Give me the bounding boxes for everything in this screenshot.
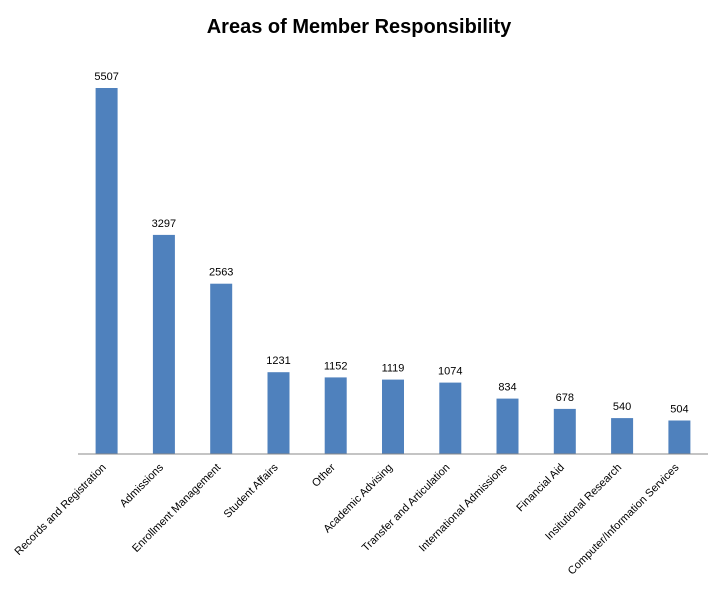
bar (668, 420, 691, 454)
bar (553, 408, 576, 454)
x-tick-label: Records and Registration (12, 462, 108, 558)
bar (152, 234, 175, 454)
x-tick-label: Financial Aid (514, 462, 567, 515)
bar (439, 382, 462, 454)
bar (95, 88, 118, 454)
bar (382, 379, 404, 454)
x-tick-label: Other (310, 461, 338, 489)
x-tick-label: Computer/Information Services (566, 461, 682, 577)
bar (210, 283, 233, 454)
bar (267, 372, 290, 454)
bar-group (95, 88, 691, 454)
x-tick-label-group: Records and Registration AdmissionsEnroll… (12, 461, 681, 577)
data-label: 678 (556, 392, 574, 404)
x-tick-label: Student Affairs (222, 461, 281, 520)
bar (611, 418, 634, 454)
data-label-group: 5507 3297 2563 1231 1152 1119 1074 834 678 540 504 (94, 71, 688, 416)
data-label: 834 (498, 382, 516, 394)
data-label: 1152 (324, 360, 348, 372)
data-label: 504 (670, 404, 688, 416)
chart-title: Areas of Member Responsibility (207, 16, 512, 38)
x-tick-label: Admissions (118, 461, 167, 510)
data-label: 2563 (209, 267, 233, 279)
data-label: 1074 (438, 366, 462, 378)
bar (496, 398, 519, 454)
data-label: 5507 (94, 71, 118, 83)
data-label: 540 (613, 401, 631, 413)
bar (324, 377, 347, 454)
data-label: 3297 (152, 218, 176, 230)
data-label: 1231 (266, 355, 290, 367)
data-label: 1119 (382, 363, 405, 375)
